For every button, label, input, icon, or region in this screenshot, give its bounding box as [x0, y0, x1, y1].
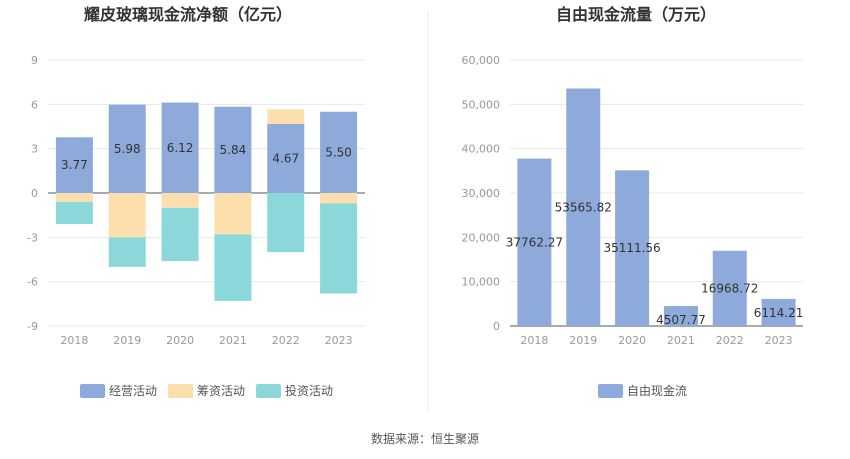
legend-label-free-cash-flow[interactable]: 自由现金流: [627, 383, 687, 398]
chart2-data-label: 53565.82: [555, 200, 612, 214]
legend-swatch-operating[interactable]: [80, 384, 105, 398]
chart1-ytick-label: 6: [31, 98, 38, 111]
chart1-bar-financing-2020[interactable]: [161, 193, 199, 208]
chart1-bar-investing-2019[interactable]: [108, 237, 146, 267]
chart1-xtick-label: 2023: [325, 334, 353, 347]
chart1-ytick-label: 9: [31, 54, 38, 67]
chart1-title: 耀皮玻璃现金流净额（亿元）: [84, 5, 292, 24]
chart1-data-label: 5.50: [325, 145, 352, 159]
chart2-bar-2018[interactable]: [517, 158, 552, 326]
chart1-bar-financing-2023[interactable]: [320, 193, 358, 204]
legend-swatch-investing[interactable]: [256, 384, 281, 398]
chart1-xtick-label: 2021: [219, 334, 247, 347]
chart2-ytick-label: 40,000: [462, 143, 501, 156]
chart1-xtick-label: 2018: [60, 334, 88, 347]
legend-label-investing[interactable]: 投资活动: [285, 383, 333, 398]
chart1-bar-investing-2022[interactable]: [267, 193, 305, 253]
chart1-xtick-label: 2019: [113, 334, 141, 347]
chart1-data-label: 5.84: [220, 143, 247, 157]
chart1-bar-investing-2021[interactable]: [214, 234, 252, 301]
chart2-data-label: 4507.77: [656, 313, 706, 327]
chart1-bar-investing-2020[interactable]: [161, 207, 199, 261]
data-source: 数据来源：恒生聚源: [371, 431, 479, 446]
chart2-xtick-label: 2023: [765, 334, 793, 347]
chart2-bar-2019[interactable]: [566, 88, 601, 326]
chart2-xtick-label: 2019: [569, 334, 597, 347]
chart2-data-label: 6114.21: [754, 306, 804, 320]
chart1-data-label: 4.67: [272, 151, 299, 165]
chart2-ytick-label: 60,000: [462, 54, 501, 67]
cash-flow-net-chart: 耀皮玻璃现金流净额（亿元） 9 6 3 0 -3 -6 -9 2018 2019 2020 202…: [27, 5, 365, 398]
chart1-bar-financing-2022[interactable]: [267, 109, 305, 124]
chart1-ytick-label: 3: [31, 143, 38, 156]
chart2-data-label: 16968.72: [701, 281, 758, 295]
chart1-bar-operating-2023[interactable]: [320, 111, 358, 193]
chart2-bar-2022[interactable]: [712, 250, 747, 326]
chart1-bar-operating-2021[interactable]: [214, 106, 252, 193]
chart2-xtick-label: 2021: [667, 334, 695, 347]
legend-swatch-financing[interactable]: [168, 384, 193, 398]
chart1-bar-operating-2022[interactable]: [267, 123, 305, 193]
chart2-bar-2023[interactable]: [761, 298, 796, 326]
chart2-ytick-label: 10,000: [462, 276, 501, 289]
chart1-bar-financing-2019[interactable]: [108, 193, 146, 238]
chart2-data-label: 35111.56: [603, 241, 660, 255]
chart1-bar-investing-2018[interactable]: [55, 201, 93, 225]
free-cash-flow-chart: 自由现金流量（万元） 60,000 50,000 40,000 30,000 20,00…: [462, 5, 804, 398]
chart1-bar-operating-2019[interactable]: [108, 104, 146, 193]
chart2-xtick-label: 2022: [716, 334, 744, 347]
chart1-xtick-label: 2020: [166, 334, 194, 347]
chart1-bar-operating-2018[interactable]: [55, 137, 93, 193]
chart2-ytick-label: 50,000: [462, 98, 501, 111]
chart2-ytick-label: 30,000: [462, 187, 501, 200]
chart2-ytick-label: 20,000: [462, 231, 501, 244]
chart1-xtick-label: 2022: [272, 334, 300, 347]
chart1-bar-financing-2018[interactable]: [55, 193, 93, 202]
chart1-ytick-label: -9: [27, 320, 38, 333]
chart1-legend: 经营活动 筹资活动 投资活动: [80, 383, 333, 398]
chart2-title: 自由现金流量（万元）: [556, 5, 716, 24]
chart1-ytick-label: -3: [27, 231, 38, 244]
chart2-data-label: 37762.27: [506, 235, 563, 249]
chart2-xtick-label: 2020: [618, 334, 646, 347]
legend-label-financing[interactable]: 筹资活动: [197, 384, 245, 398]
chart1-bar-investing-2023[interactable]: [320, 203, 358, 294]
chart2-xtick-label: 2018: [520, 334, 548, 347]
chart1-data-label: 5.98: [114, 142, 141, 156]
chart1-data-label: 3.77: [61, 158, 88, 172]
legend-swatch-free-cash-flow[interactable]: [598, 384, 623, 398]
chart2-legend: 自由现金流: [598, 383, 687, 398]
chart1-data-label: 6.12: [167, 141, 194, 155]
chart1-ytick-label: 0: [31, 187, 38, 200]
chart1-ytick-label: -6: [27, 276, 38, 289]
chart2-bar-2020[interactable]: [615, 170, 650, 326]
chart1-bar-financing-2021[interactable]: [214, 193, 252, 235]
chart1-bar-operating-2020[interactable]: [161, 102, 199, 193]
chart2-bar-2021[interactable]: [663, 306, 698, 326]
chart2-ytick-label: 0: [493, 320, 500, 333]
legend-label-operating[interactable]: 经营活动: [109, 384, 157, 398]
